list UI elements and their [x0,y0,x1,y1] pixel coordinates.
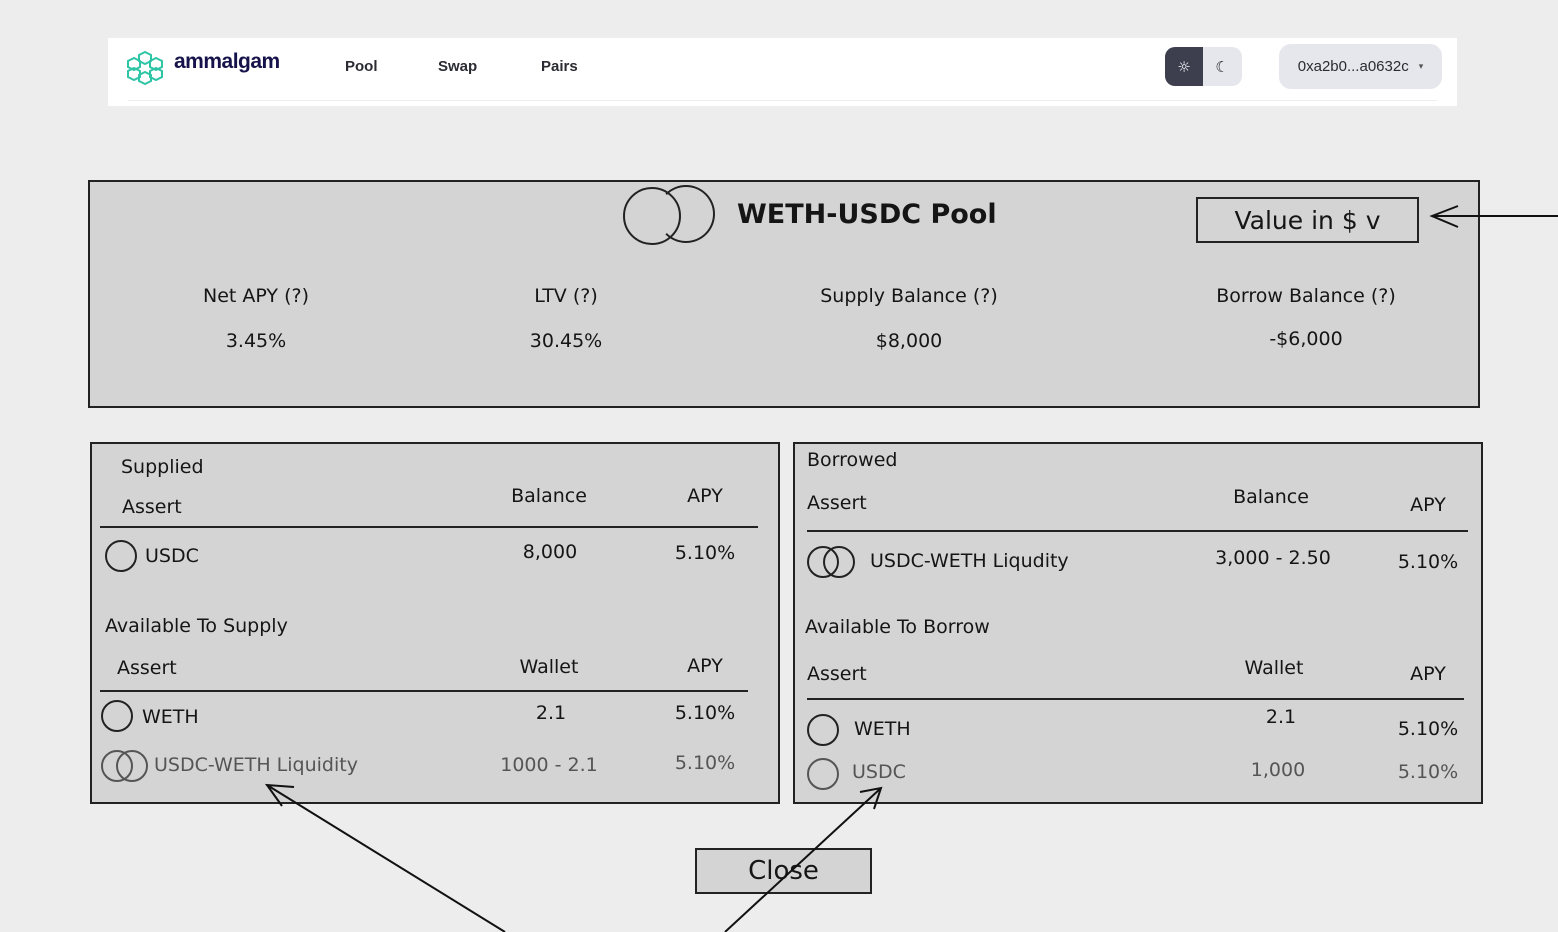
moon-icon[interactable]: ☾ [1215,57,1229,76]
asset-name[interactable]: USDC [852,761,906,783]
supply-balance-label: Supply Balance (?) [820,285,998,307]
asset-apy: 5.10% [674,702,736,724]
divider [100,526,758,528]
usdc-token-icon [807,758,839,790]
col-balance: Balance [1233,486,1309,508]
col-apy: APY [1410,663,1446,685]
col-asset: Assert [807,492,867,514]
asset-name[interactable]: USDC [145,545,199,567]
brand-name: ammalgam [174,50,280,73]
asset-apy: 5.10% [1397,718,1459,740]
asset-name[interactable]: WETH [854,718,911,740]
borrowed-title: Borrowed [807,449,898,471]
token-icon [657,185,715,243]
sun-icon[interactable]: ☼ [1165,47,1203,86]
ltv-value: 30.45% [529,330,603,352]
pool-summary-panel: WETH-USDC Pool Value in $ v Net APY (?) … [88,180,1480,408]
chevron-down-icon: ▾ [1418,61,1424,71]
nav-pool[interactable]: Pool [345,58,378,75]
weth-token-icon [101,700,133,732]
col-apy: APY [1410,494,1446,516]
col-apy: APY [687,485,723,507]
asset-name[interactable]: WETH [142,706,199,728]
col-asset: Assert [807,663,867,685]
asset-apy: 5.10% [674,752,736,774]
divider [128,100,1437,101]
available-to-supply-title: Available To Supply [105,615,288,637]
asset-wallet: 1000 - 2.1 [500,754,598,776]
net-apy-label: Net APY (?) [203,285,309,307]
asset-name[interactable]: USDC-WETH Liqudity [870,550,1069,572]
close-button[interactable]: Close [695,848,872,894]
nav-swap[interactable]: Swap [438,58,478,75]
top-navbar: ammalgam Pool Swap Pairs ☼ ☾ 0xa2b0...a0… [108,38,1457,106]
divider [100,690,748,692]
wallet-button[interactable]: 0xa2b0...a0632c ▾ [1279,44,1442,89]
asset-wallet: 2.1 [535,702,567,724]
asset-wallet: 2.1 [1265,706,1297,728]
wallet-address: 0xa2b0...a0632c [1297,58,1409,75]
theme-toggle[interactable]: ☼ ☾ [1165,47,1242,86]
asset-balance: 3,000 - 2.50 [1215,547,1331,569]
divider [807,698,1464,700]
divider [807,530,1468,532]
borrow-balance-value: -$6,000 [1269,328,1343,350]
weth-token-icon [807,714,839,746]
pool-title: WETH-USDC Pool [737,199,997,230]
supply-balance-value: $8,000 [875,330,943,352]
asset-balance: 8,000 [522,541,578,563]
available-to-borrow-title: Available To Borrow [805,616,990,638]
borrow-balance-label: Borrow Balance (?) [1216,285,1396,307]
ltv-label: LTV (?) [534,285,598,307]
borrowed-panel: Borrowed Assert Balance APY USDC-WETH Li… [793,442,1483,804]
supplied-panel: Supplied Assert Balance APY USDC 8,000 5… [90,442,780,804]
asset-apy: 5.10% [674,542,736,564]
token-icon [823,546,855,578]
nav-pairs[interactable]: Pairs [541,58,578,75]
ammalgam-logo-icon [127,50,163,86]
col-wallet: Wallet [1244,657,1304,679]
asset-name[interactable]: USDC-WETH Liquidity [154,754,358,776]
asset-wallet: 1,000 [1250,759,1306,781]
asset-apy: 5.10% [1397,551,1459,573]
asset-apy: 5.10% [1397,761,1459,783]
token-icon [116,750,148,782]
net-apy-value: 3.45% [225,330,287,352]
value-currency-select[interactable]: Value in $ v [1196,197,1419,243]
arrow-icon [264,783,506,932]
col-balance: Balance [511,485,587,507]
col-apy: APY [687,655,723,677]
col-wallet: Wallet [519,656,579,678]
supplied-title: Supplied [121,456,204,478]
col-asset: Assert [117,657,177,679]
col-asset: Assert [122,496,182,518]
usdc-token-icon [105,540,137,572]
